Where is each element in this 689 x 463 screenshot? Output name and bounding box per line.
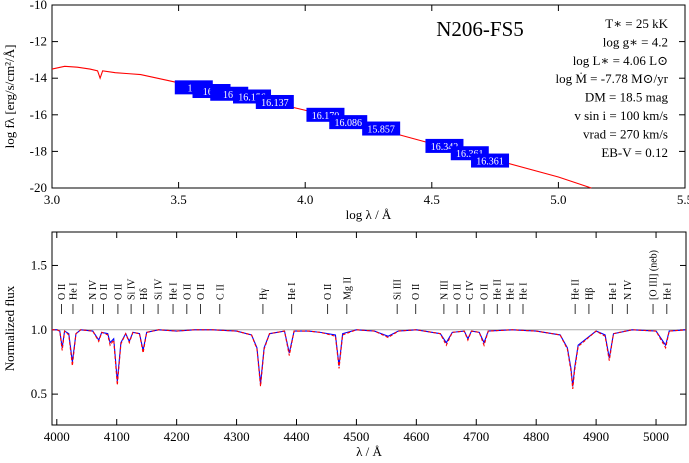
plot-frame (51, 231, 687, 426)
photometry-box (362, 121, 401, 136)
x-tick-label: 5000 (643, 429, 669, 444)
parameter-label: log Ṁ = -7.78 M⊙/yr (556, 71, 669, 86)
spectrum-line (52, 329, 687, 390)
line-id-label: He I (68, 283, 79, 301)
line-id-label: Si IV (154, 278, 165, 300)
y-tick-label: -10 (30, 0, 47, 12)
line-id-label: He I (519, 283, 530, 301)
photometry-label: 16.361 (456, 149, 484, 160)
photometry-box (471, 153, 510, 168)
photometry-label: 16.086 (334, 118, 362, 129)
line-id-label: O II (113, 284, 124, 300)
x-tick-label: 4.5 (424, 192, 440, 207)
line-id-label: He I (608, 283, 619, 301)
line-id-label: O II (196, 284, 207, 300)
line-id-label: Hγ (258, 288, 269, 300)
y-tick-label: 0.5 (31, 386, 47, 401)
line-id-label: He II (571, 279, 582, 300)
photometry-label: 16.156 (238, 93, 266, 104)
line-id-label: He I (287, 283, 298, 301)
line-id-label: O II (480, 284, 491, 300)
line-id-label: C IV (465, 280, 476, 301)
line-id-label: N IV (88, 279, 99, 300)
photometry-label: 16.342 (431, 142, 459, 153)
parameter-label: T∗ = 25 kK (605, 16, 668, 31)
line-id-label: He I (169, 283, 180, 301)
line-id-label: N III (439, 280, 450, 300)
line-id-label: [O III] (neb) (649, 250, 660, 300)
x-tick-label: 4700 (463, 429, 489, 444)
y-tick-label: -14 (30, 70, 48, 85)
line-id-label: He I (662, 283, 673, 301)
line-id-label: Hδ (139, 288, 150, 300)
line-id-label: He I (505, 283, 516, 301)
x-tick-label: 4200 (164, 429, 190, 444)
y-tick-label: 1.0 (31, 322, 47, 337)
line-id-label: C II (215, 284, 226, 300)
y-tick-label: -20 (30, 180, 47, 195)
line-id-label: Mg II (342, 277, 353, 300)
parameter-label: log L∗ = 4.06 L⊙ (573, 53, 668, 68)
line-id-label: Si III (393, 279, 404, 300)
line-id-label: O II (323, 284, 334, 300)
y-axis-label: log fλ [erg/s/cm²/Å] (2, 45, 17, 149)
x-tick-label: 5.0 (550, 192, 566, 207)
spectrum-line (51, 65, 592, 189)
line-id-label: O II (182, 284, 193, 300)
x-tick-label: 4300 (224, 429, 250, 444)
photometry-label: 16.361 (476, 157, 504, 168)
photometry-label: 16. (223, 90, 236, 101)
x-tick-label: 4000 (44, 429, 70, 444)
x-tick-label: 3.5 (170, 192, 186, 207)
line-id-label: O II (57, 284, 68, 300)
x-tick-label: 4100 (104, 429, 130, 444)
line-id-label: Si IV (127, 278, 138, 300)
photometry-label: 16.170 (312, 111, 340, 122)
photometry-label: 16.137 (261, 98, 289, 109)
x-tick-label: 4400 (283, 429, 309, 444)
line-id-label: N IV (623, 279, 634, 300)
x-tick-label: 4500 (343, 429, 369, 444)
y-tick-label: 1.5 (31, 257, 47, 272)
parameter-label: EB-V = 0.12 (601, 145, 668, 160)
chart-title: N206-FS5 (436, 17, 524, 41)
y-tick-label: -12 (30, 34, 47, 49)
photometry-box (329, 115, 368, 130)
photometry-box (255, 94, 294, 109)
x-tick-label: 4800 (523, 429, 549, 444)
x-tick-label: 3.0 (44, 192, 60, 207)
line-id-label: He II (493, 279, 504, 300)
line-id-label: O II (99, 284, 110, 300)
line-id-label: O II (411, 284, 422, 300)
line-id-label: O II (453, 284, 464, 300)
parameter-label: log g∗ = 4.2 (603, 34, 668, 49)
x-tick-label: 4600 (403, 429, 429, 444)
y-tick-label: -16 (30, 107, 48, 122)
x-axis-label: λ / Å (356, 444, 382, 459)
x-tick-label: 5.5 (677, 192, 689, 207)
parameter-label: DM = 18.5 mag (585, 90, 669, 105)
plot-frame (51, 4, 686, 189)
y-axis-label: Normalized flux (2, 285, 17, 371)
x-tick-label: 4900 (583, 429, 609, 444)
parameter-label: vrad = 270 km/s (583, 126, 668, 141)
line-id-label: Hβ (584, 288, 595, 300)
photometry-label: 15.857 (367, 125, 395, 136)
x-axis-label: log λ / Å (346, 207, 392, 222)
x-tick-label: 4.0 (297, 192, 313, 207)
y-tick-label: -18 (30, 143, 47, 158)
spectrum-line (52, 329, 687, 387)
parameter-label: v sin i = 100 km/s (574, 108, 668, 123)
